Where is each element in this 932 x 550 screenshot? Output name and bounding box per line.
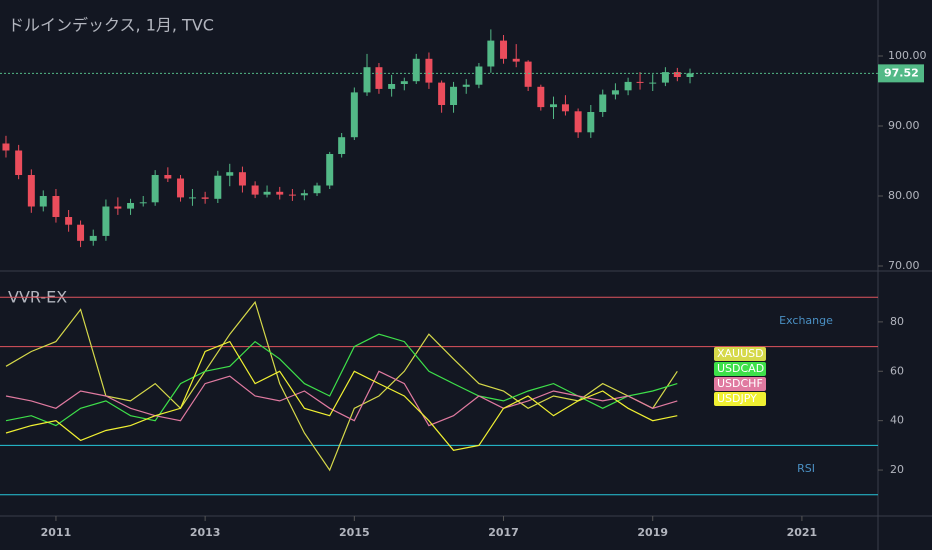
candle-body — [114, 206, 122, 209]
chart-title: ドルインデックス, 1月, TVC — [8, 16, 214, 35]
candle-body — [624, 81, 632, 91]
candle-body — [512, 58, 520, 62]
legend-tag — [714, 362, 766, 376]
candle-body — [462, 84, 470, 87]
candle-body — [39, 196, 47, 207]
x-tick-label: 2015 — [339, 526, 370, 539]
y-tick-label: 70.00 — [888, 259, 920, 272]
candle-body — [599, 94, 607, 113]
series-line — [5, 300, 678, 472]
y-tick-label: 60 — [890, 364, 904, 377]
x-tick-label: 2011 — [41, 526, 72, 539]
candle-body — [587, 112, 595, 133]
y-tick-label: 80.00 — [888, 189, 920, 202]
y-tick-label: 40 — [890, 414, 904, 427]
candle-body — [537, 86, 545, 108]
legend-tag — [714, 392, 766, 406]
candle-body — [375, 67, 383, 89]
candle-body — [214, 175, 222, 199]
candle-body — [475, 66, 483, 85]
y-tick-label: 90.00 — [888, 119, 920, 132]
series-line — [5, 333, 678, 427]
candle-body — [686, 73, 694, 78]
candle-body — [177, 178, 185, 198]
candle-body — [238, 172, 246, 186]
candle-body — [425, 58, 433, 83]
candle-body — [226, 172, 234, 176]
candle-body — [611, 90, 619, 95]
candle-body — [27, 175, 35, 207]
legend-tag — [714, 377, 766, 391]
candle-body — [188, 197, 196, 199]
candle-body — [276, 191, 284, 195]
candle-body — [338, 137, 346, 155]
candle-body — [164, 175, 172, 179]
candle-body — [89, 235, 97, 241]
candle-body — [127, 203, 135, 209]
candle-body — [661, 72, 669, 83]
candle-body — [15, 150, 23, 176]
candle-body — [139, 202, 147, 204]
legend-tag — [714, 347, 766, 361]
last-price-box — [878, 64, 924, 83]
candle-body — [201, 197, 209, 199]
candle-body — [388, 84, 396, 89]
candle-body — [151, 175, 159, 203]
candle-body — [102, 206, 110, 236]
candle-body — [251, 185, 259, 195]
candle-body — [561, 104, 569, 112]
candle-body — [487, 40, 495, 67]
series-line — [5, 370, 678, 427]
y-tick-label: 20 — [890, 463, 904, 476]
x-tick-label: 2021 — [787, 526, 818, 539]
last-price-label: 97.52 — [884, 66, 919, 79]
annotation: Exchange — [779, 314, 833, 327]
legend-label: USDJPY — [717, 392, 757, 405]
legend-label: XAUUSD — [717, 347, 764, 360]
y-tick-label: 100.00 — [888, 49, 927, 62]
candle-body — [77, 224, 85, 241]
y-tick-label: 80 — [890, 315, 904, 328]
candle-body — [550, 104, 557, 108]
candle-body — [649, 82, 657, 84]
candle-body — [500, 40, 508, 59]
candle-body — [400, 81, 408, 85]
candle-body — [263, 191, 271, 195]
candle-body — [673, 72, 681, 78]
candle-body — [313, 185, 321, 194]
candle-body — [636, 81, 644, 83]
x-tick-label: 2017 — [488, 526, 519, 539]
candle-body — [438, 82, 446, 106]
candle-body — [65, 217, 73, 225]
x-tick-label: 2019 — [637, 526, 668, 539]
candle-body — [300, 193, 308, 196]
candle-body — [52, 196, 60, 218]
annotation: RSI — [797, 462, 815, 475]
legend-label: USDCHF — [717, 377, 763, 390]
legend-label: USDCAD — [717, 362, 764, 375]
series-line — [5, 340, 678, 451]
candle-body — [2, 143, 10, 151]
candle-body — [524, 61, 532, 87]
candle-body — [326, 154, 334, 186]
candle-body — [288, 194, 296, 196]
candle-body — [412, 58, 420, 82]
x-tick-label: 2013 — [190, 526, 221, 539]
candle-body — [574, 111, 582, 133]
candle-body — [350, 92, 358, 138]
candle-body — [363, 67, 371, 93]
candle-body — [450, 86, 458, 106]
